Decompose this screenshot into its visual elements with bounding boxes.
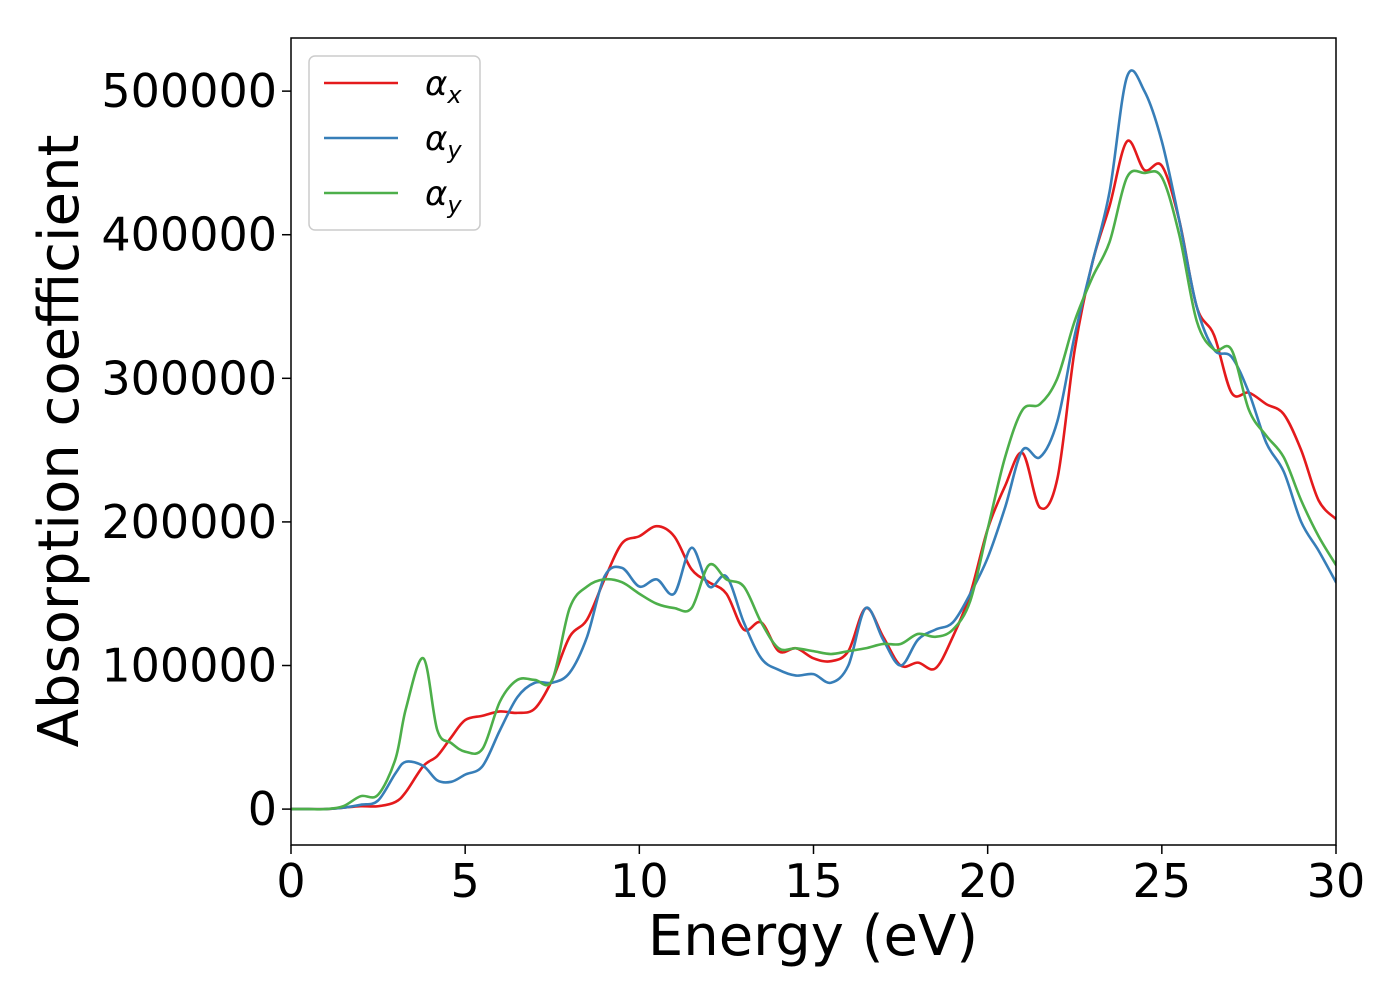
series-lines bbox=[291, 69, 1336, 811]
legend-label-x: αx bbox=[425, 64, 462, 109]
y-tick-label: 400000 bbox=[101, 208, 277, 262]
series-line-x bbox=[291, 139, 1336, 811]
x-tick-label: 0 bbox=[276, 854, 305, 908]
x-tick-label: 30 bbox=[1307, 854, 1366, 908]
y-tick-label: 100000 bbox=[101, 639, 277, 693]
series-line-y bbox=[291, 69, 1336, 811]
legend-label-y: αy bbox=[425, 174, 462, 219]
legend-box bbox=[308, 55, 481, 231]
y-axis-ticks: 0 100000 200000 300000 400000 500000 bbox=[101, 64, 291, 836]
legend: αx αy αy bbox=[308, 55, 481, 231]
y-tick-label: 500000 bbox=[101, 64, 277, 118]
x-tick-label: 5 bbox=[451, 854, 480, 908]
y-tick-label: 0 bbox=[248, 782, 277, 836]
y-axis-title: Absorption coefficient bbox=[27, 135, 92, 748]
legend-label-y: αy bbox=[425, 119, 462, 164]
y-tick-label: 300000 bbox=[101, 351, 277, 405]
y-tick-label: 200000 bbox=[101, 495, 277, 549]
series-line-y bbox=[291, 169, 1336, 811]
x-axis-title: Energy (eV) bbox=[648, 904, 978, 969]
x-axis-ticks: 0 5 10 15 20 25 30 bbox=[276, 845, 1365, 908]
x-tick-label: 20 bbox=[958, 854, 1017, 908]
x-tick-label: 10 bbox=[610, 854, 669, 908]
x-tick-label: 25 bbox=[1133, 854, 1192, 908]
x-tick-label: 15 bbox=[784, 854, 843, 908]
